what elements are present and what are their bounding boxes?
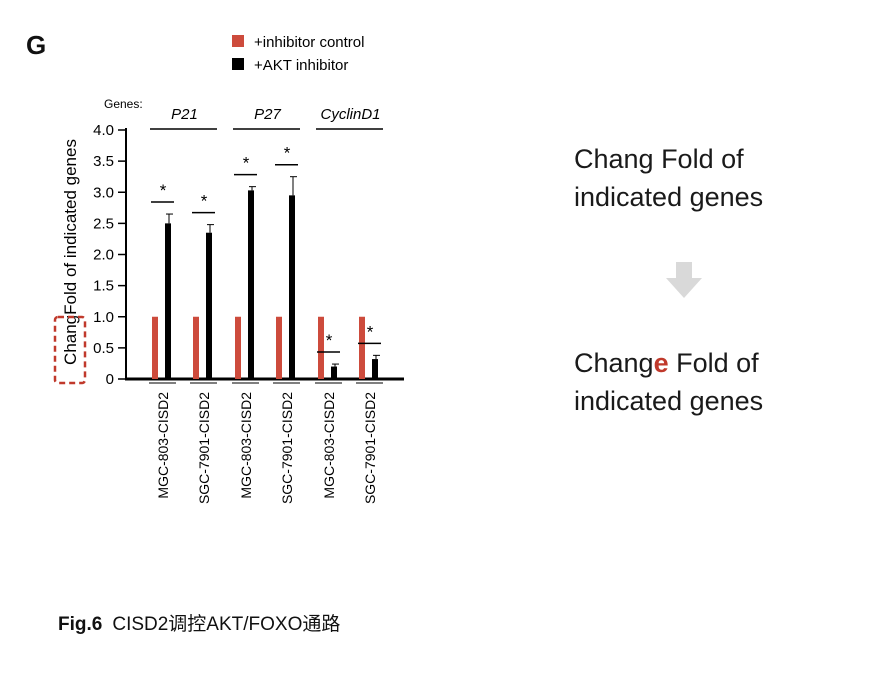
correction-after-suffix: Fold of <box>668 348 759 378</box>
y-tick-label: 4.0 <box>93 122 114 139</box>
bar-akt-inhibitor <box>372 359 378 379</box>
correction-before-line2: indicated genes <box>574 182 764 212</box>
significance-star: * <box>326 331 333 350</box>
significance-star: * <box>160 181 167 200</box>
significance-star: * <box>367 322 374 341</box>
y-axis-label-main: Fold of indicated genes <box>61 139 80 315</box>
genes-label: Genes: <box>104 97 143 111</box>
y-tick-label: 2.0 <box>93 247 114 264</box>
bar-control <box>193 316 199 379</box>
bar-akt-inhibitor <box>289 195 295 379</box>
y-tick-label: 3.5 <box>93 153 114 170</box>
x-category-label: SGC-7901-CISD2 <box>279 392 295 504</box>
x-category-label: MGC-803-CISD2 <box>238 392 254 499</box>
bar-akt-inhibitor <box>248 190 254 379</box>
correction-after-line2: indicated genes <box>574 386 764 416</box>
y-axis-label: ChangFold of indicated genes <box>61 139 80 365</box>
significance-star: * <box>243 154 250 173</box>
caption-label: Fig.6 <box>58 614 103 635</box>
legend-label-akt: +AKT inhibitor <box>254 57 348 74</box>
correction-after-prefix: Chang <box>574 348 654 378</box>
y-axis-label-prefix: Chang <box>61 315 80 365</box>
legend-swatch-akt <box>232 58 244 70</box>
x-category-label: SGC-7901-CISD2 <box>196 392 212 504</box>
bar-control <box>235 316 241 379</box>
caption-text: CISD2调控AKT/FOXO通路 <box>112 614 341 635</box>
y-tick-label: 1.0 <box>93 309 114 326</box>
gene-group-label: P27 <box>254 106 281 123</box>
x-category-label: MGC-803-CISD2 <box>321 392 337 499</box>
gene-group-label: CyclinD1 <box>320 106 380 123</box>
significance-star: * <box>284 144 291 163</box>
bar-akt-inhibitor <box>206 232 212 379</box>
bar-akt-inhibitor <box>165 223 171 379</box>
y-tick-label: 0 <box>106 371 114 388</box>
panel-letter: G <box>26 30 47 60</box>
bar-chart: +inhibitor control +AKT inhibitor Genes:… <box>53 34 404 504</box>
bar-control <box>359 316 365 379</box>
significance-star: * <box>201 192 208 211</box>
bar-control <box>152 316 158 379</box>
correction-after: Change Fold of indicated genes <box>574 344 763 420</box>
bar-control <box>318 316 324 379</box>
figure-caption: Fig.6 CISD2调控AKT/FOXO通路 <box>58 609 340 636</box>
gene-group-label: P21 <box>171 106 198 123</box>
correction-fix-letter: e <box>653 348 669 378</box>
bar-control <box>276 316 282 379</box>
error-highlight-box <box>53 315 87 385</box>
x-category-label: SGC-7901-CISD2 <box>362 392 378 504</box>
legend-label-control: +inhibitor control <box>254 34 364 51</box>
bar-akt-inhibitor <box>331 366 337 379</box>
x-category-label: MGC-803-CISD2 <box>155 392 171 499</box>
y-tick-label: 1.5 <box>93 278 114 295</box>
correction-before: Chang Fold of indicated genes <box>574 140 763 216</box>
legend-swatch-control <box>232 35 244 47</box>
y-tick-label: 0.5 <box>93 340 114 357</box>
arrow-down-icon <box>666 262 702 298</box>
y-tick-label: 2.5 <box>93 215 114 232</box>
correction-after-line1: Change Fold of <box>574 344 763 382</box>
y-tick-label: 3.0 <box>93 184 114 201</box>
correction-before-line1: Chang Fold of <box>574 144 744 174</box>
